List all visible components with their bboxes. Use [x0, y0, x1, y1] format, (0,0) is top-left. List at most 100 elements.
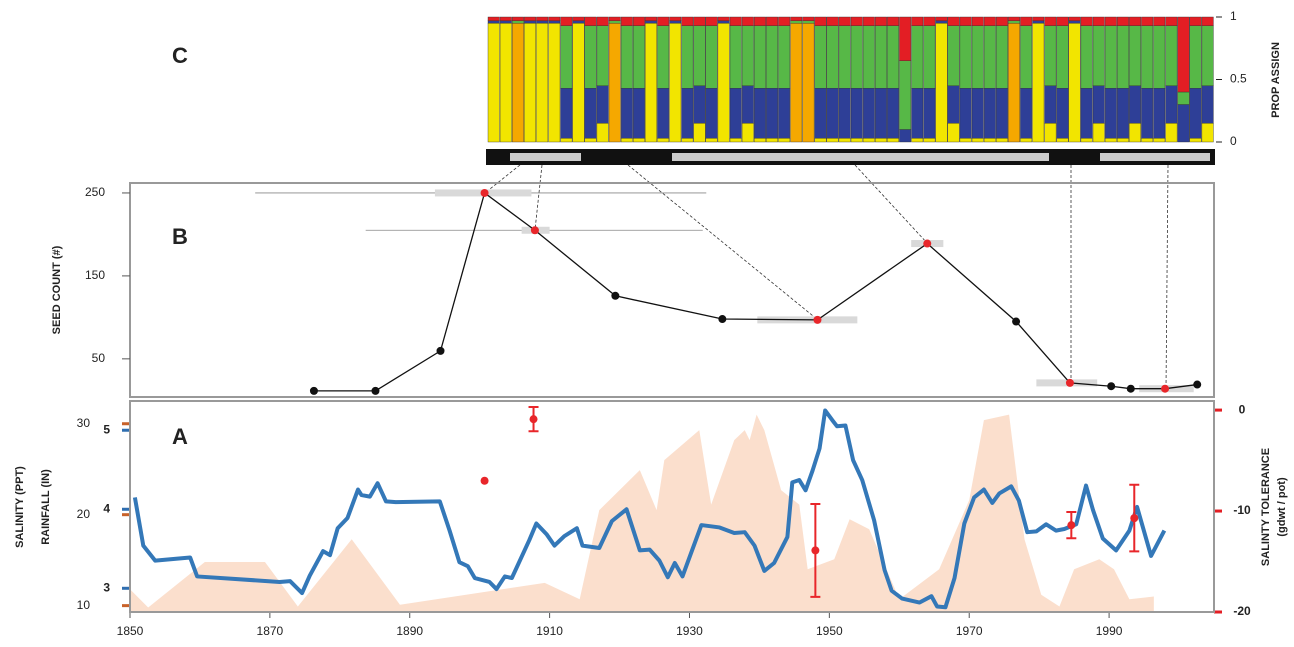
bar-segment [693, 123, 706, 143]
bar-segment [584, 25, 597, 89]
bar-segment [1189, 16, 1202, 26]
bar-segment [935, 23, 948, 143]
bar-segment [983, 16, 996, 26]
bar-segment [1044, 16, 1057, 26]
bar-segment [923, 88, 936, 139]
bar-segment [838, 16, 851, 26]
bar-segment [560, 88, 573, 139]
tolerance-tick-label: -10 [1233, 503, 1251, 517]
bar-segment [754, 25, 766, 89]
bar-segment [996, 16, 1008, 26]
bar-segment [1201, 85, 1214, 124]
bar-segment [778, 25, 791, 89]
bar-segment [1044, 123, 1057, 143]
connectors [484, 164, 1169, 390]
bar-segment [536, 20, 549, 24]
seed-point [718, 315, 727, 324]
rainfall-axis-label: RAINFALL (IN) [40, 469, 52, 545]
bar-segment [778, 138, 791, 143]
bar-segment [633, 88, 645, 139]
bar-segment [548, 16, 561, 21]
seed-point [309, 386, 318, 395]
tolerance-tick-label: 0 [1239, 402, 1246, 416]
bar-segment [741, 25, 754, 86]
bar-segment [1068, 20, 1081, 24]
bar-segment [766, 25, 778, 89]
bar-segment [536, 23, 549, 143]
rainfall-tick-label: 4 [103, 501, 110, 515]
bar-segment [802, 23, 815, 143]
bar-segment [741, 123, 754, 143]
bar-segment [754, 138, 766, 143]
bar-segment [657, 16, 670, 26]
y-tick-label: 250 [85, 185, 105, 199]
bar-segment [1177, 104, 1190, 143]
bar-segment [572, 23, 585, 143]
bar-segment [850, 25, 863, 89]
bar-segment [996, 25, 1008, 89]
bar-segment [850, 138, 863, 143]
salinity-tick-label: 20 [77, 507, 91, 521]
bar-segment [1056, 138, 1069, 143]
connector [1165, 164, 1169, 390]
bar-segment [1165, 25, 1178, 86]
rainfall-tick-label: 3 [103, 580, 110, 594]
tolerance-tick-label: -20 [1233, 604, 1251, 618]
bar-segment [850, 88, 863, 139]
bar-segment [971, 25, 984, 89]
bar-segment [1116, 88, 1129, 139]
bar-segment [1189, 25, 1202, 89]
bar-segment [1165, 85, 1178, 124]
bar-segment [620, 88, 633, 139]
bar-segment [1201, 25, 1214, 86]
bar-segment [729, 88, 742, 139]
seed-point [371, 386, 380, 395]
panel-label: B [172, 224, 188, 249]
strip-segment [672, 153, 1049, 161]
bar-segment [693, 85, 706, 124]
bar-segment [766, 16, 778, 26]
bar-segment [790, 23, 803, 143]
bar-segment [548, 20, 561, 24]
bar-segment [814, 88, 827, 139]
bar-segment [1020, 138, 1033, 143]
bar-segment [899, 16, 912, 61]
bar-segment [959, 138, 972, 143]
bar-segment [1092, 25, 1105, 86]
salinity-tick-label: 10 [77, 598, 91, 612]
seed-point [1065, 378, 1074, 387]
bar-segment [560, 25, 573, 89]
seed-line [313, 191, 1198, 392]
seed-point [813, 315, 822, 324]
x-tick-label: 1930 [676, 624, 703, 638]
connector [534, 164, 543, 231]
bar-segment [560, 16, 573, 26]
bar-segment [620, 25, 633, 89]
bar-segment [584, 88, 597, 139]
bar-segment [681, 25, 694, 89]
bar-segment [1032, 20, 1045, 24]
salinity-area [130, 414, 1154, 612]
bar-segment [899, 129, 912, 143]
y-tick-label: 150 [85, 268, 105, 282]
bar-segment [923, 25, 936, 89]
bar-segment [971, 16, 984, 26]
bar-segment [887, 138, 899, 143]
bar-segment [596, 25, 609, 86]
bar-segment [1141, 16, 1154, 26]
bar-segment [487, 23, 500, 143]
bar-segment [524, 20, 536, 24]
bar-segment [766, 88, 778, 139]
bar-segment [705, 25, 718, 89]
bar-segment [935, 20, 948, 24]
bar-segment [1141, 138, 1154, 143]
bar-segment [1008, 16, 1020, 21]
bar-segment [681, 138, 694, 143]
group-strip [486, 149, 1215, 165]
bar-segment [560, 138, 573, 143]
bar-segment [633, 138, 645, 143]
bar-segment [1129, 123, 1142, 143]
bar-segment [1165, 16, 1178, 26]
bar-segment [620, 16, 633, 26]
